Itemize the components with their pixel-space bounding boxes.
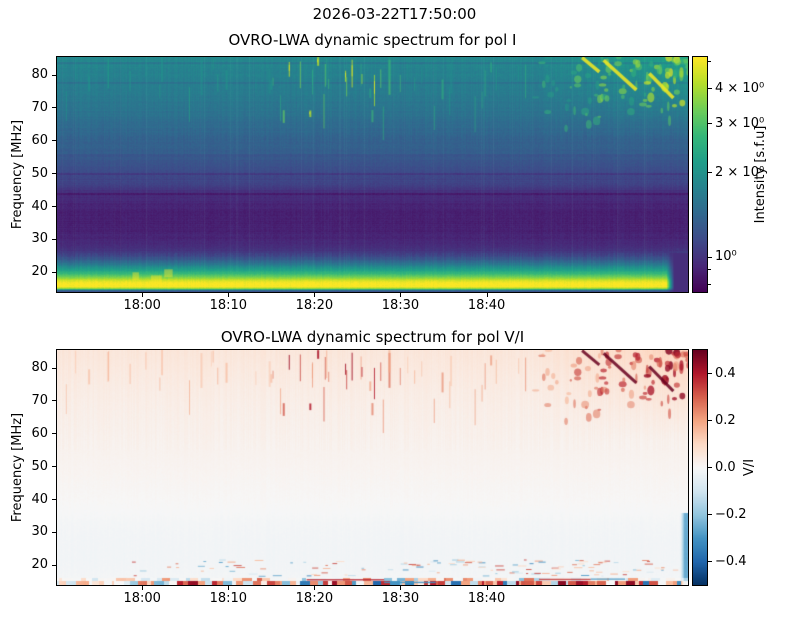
figure-title: 2026-03-22T17:50:00 [312, 5, 477, 23]
panel-title-pol-vi: OVRO-LWA dynamic spectrum for pol V/I [220, 328, 525, 346]
y-tick-label: 40 [31, 491, 48, 507]
y-tick-mark [52, 466, 56, 468]
x-tick-label: 18:10 [209, 298, 248, 313]
y-tick-mark [52, 564, 56, 566]
colorbar-tick-mark [708, 172, 712, 174]
y-tick-label: 50 [31, 165, 48, 181]
colorbar-minor-tick-mark [708, 269, 711, 271]
pol-vi-colorbar-canvas [693, 350, 707, 585]
y-tick-mark [52, 433, 56, 435]
colorbar-tick-mark [708, 420, 712, 421]
pol-vi-colorbar-frame [692, 349, 708, 586]
x-tick-mark [486, 293, 488, 297]
pol-i-colorbar-canvas [693, 57, 707, 292]
x-tick-label: 18:10 [209, 591, 248, 606]
colorbar-tick-mark [708, 467, 712, 468]
x-tick-mark [400, 586, 402, 590]
pol-vi-spectrogram-canvas [57, 350, 688, 585]
colorbar-tick-mark [708, 256, 712, 258]
colorbar-tick-label: 4 × 10⁰ [715, 80, 765, 96]
x-tick-label: 18:40 [467, 591, 506, 606]
colorbar-minor-tick-mark [708, 61, 711, 63]
colorbar-minor-tick-mark [708, 283, 711, 285]
y-tick-mark [52, 140, 56, 142]
y-tick-label: 60 [31, 132, 48, 148]
colorbar-tick-label: 0.2 [715, 412, 736, 428]
x-tick-mark [142, 293, 144, 297]
y-tick-mark [52, 367, 56, 369]
y-tick-mark [52, 74, 56, 76]
pol-i-plot-frame [56, 56, 689, 293]
y-tick-label: 70 [31, 99, 48, 115]
y-tick-label: 20 [31, 557, 48, 573]
x-tick-label: 18:00 [123, 298, 161, 313]
x-tick-mark [314, 586, 316, 590]
y-tick-label: 50 [31, 458, 48, 474]
x-tick-label: 18:30 [381, 591, 420, 606]
y-tick-label: 80 [31, 360, 48, 376]
x-tick-label: 18:20 [295, 298, 334, 313]
y-tick-label: 40 [31, 198, 48, 214]
colorbar-tick-mark [708, 123, 712, 125]
colorbar-tick-label: 10⁰ [715, 249, 737, 265]
y-tick-mark [52, 271, 56, 273]
x-tick-label: 18:20 [295, 591, 334, 606]
y-tick-mark [52, 206, 56, 208]
y-tick-label: 80 [31, 67, 48, 83]
x-tick-label: 18:00 [123, 591, 161, 606]
colorbar-tick-mark [708, 514, 712, 515]
x-tick-mark [400, 293, 402, 297]
colorbar-tick-mark [708, 373, 712, 374]
y-tick-mark [52, 400, 56, 402]
colorbar-tick-mark [708, 88, 712, 90]
y-tick-mark [52, 531, 56, 533]
y-tick-mark [52, 173, 56, 175]
y-tick-label: 60 [31, 425, 48, 441]
colorbar-tick-label: 0.4 [715, 365, 736, 381]
y-tick-label: 30 [31, 231, 48, 247]
pol-i-colorbar-frame [692, 56, 708, 293]
y-tick-label: 70 [31, 392, 48, 408]
x-tick-label: 18:30 [381, 298, 420, 313]
x-tick-mark [314, 293, 316, 297]
y-tick-mark [52, 107, 56, 109]
colorbar-tick-label: 0.0 [715, 459, 736, 475]
x-tick-mark [142, 586, 144, 590]
x-tick-mark [228, 293, 230, 297]
colorbar-tick-mark [708, 561, 712, 562]
pol-i-spectrogram-canvas [57, 57, 688, 292]
x-tick-label: 18:40 [467, 298, 506, 313]
y-tick-label: 20 [31, 264, 48, 280]
y-tick-label: 30 [31, 524, 48, 540]
colorbar-tick-label: −0.4 [715, 553, 747, 569]
x-tick-mark [228, 586, 230, 590]
colorbar-tick-label: −0.2 [715, 506, 747, 522]
pol-vi-plot-frame [56, 349, 689, 586]
panel-title-pol-i: OVRO-LWA dynamic spectrum for pol I [228, 31, 517, 49]
colorbar-tick-label: 2 × 10⁰ [715, 164, 765, 180]
x-tick-mark [486, 586, 488, 590]
y-tick-mark [52, 238, 56, 240]
y-tick-mark [52, 499, 56, 501]
colorbar-tick-label: 3 × 10⁰ [715, 115, 765, 131]
